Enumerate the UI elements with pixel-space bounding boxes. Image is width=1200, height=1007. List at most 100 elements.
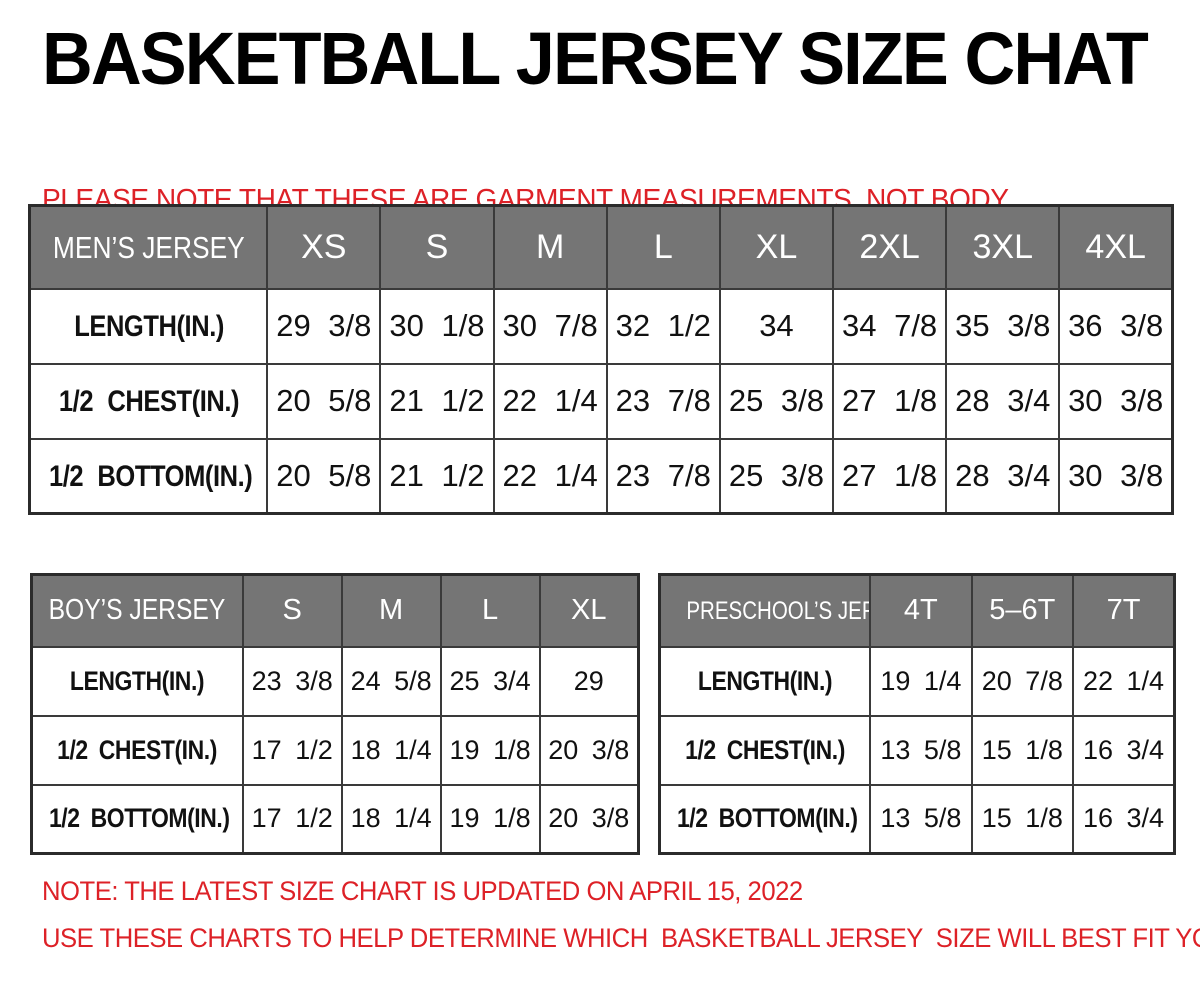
- preschool-size-header-7t: 7T: [1072, 573, 1176, 648]
- boys-length-row: LENGTH(IN.) 23 3/8 24 5/8 25 3/4 29: [30, 645, 640, 717]
- boys-size-header-l: L: [439, 573, 541, 648]
- row-label-cell: 1/2 CHEST(IN.): [658, 714, 872, 786]
- cell: 20 5/8: [266, 362, 382, 440]
- cell: 21 1/2: [379, 437, 495, 515]
- cell: 30 3/8: [1058, 437, 1174, 515]
- cell: 18 1/4: [340, 783, 442, 855]
- row-label: 1/2 BOTTOM(IN.): [48, 803, 230, 834]
- boys-size-header-xl: XL: [538, 573, 640, 648]
- cell: 15 1/8: [970, 714, 1075, 786]
- row-label-cell: 1/2 CHEST(IN.): [28, 362, 269, 440]
- mens-jersey-table: MEN’S JERSEY XS S M L XL 2XL 3XL 4XL LEN…: [28, 204, 1174, 515]
- cell: 17 1/2: [241, 783, 343, 855]
- cell: 25 3/8: [718, 437, 835, 515]
- row-label: 1/2 BOTTOM(IN.): [676, 803, 858, 834]
- boys-table-title: BOY’S JERSEY: [48, 594, 226, 627]
- cell: 13 5/8: [869, 783, 973, 855]
- page-title: BASKETBALL JERSEY SIZE CHAT: [42, 17, 1149, 100]
- cell: 32 1/2: [605, 287, 721, 365]
- cell: 20 7/8: [970, 645, 1075, 717]
- preschools-jersey-table: PRESCHOOL’S JERSEY 4T 5–6T 7T LENGTH(IN.…: [658, 573, 1176, 855]
- boys-header-row: BOY’S JERSEY S M L XL: [30, 573, 640, 648]
- cell: 27 1/8: [832, 362, 948, 440]
- cell: 28 3/4: [945, 437, 1061, 515]
- preschool-bottom-row: 1/2 BOTTOM(IN.) 13 5/8 15 1/8 16 3/4: [658, 783, 1176, 855]
- row-label: LENGTH(IN.): [697, 665, 833, 696]
- cell: 16 3/4: [1072, 783, 1176, 855]
- row-label: LENGTH(IN.): [70, 665, 205, 696]
- row-label-cell: LENGTH(IN.): [658, 645, 872, 717]
- preschool-table-title: PRESCHOOL’S JERSEY: [686, 597, 868, 626]
- mens-header-row: MEN’S JERSEY XS S M L XL 2XL 3XL 4XL: [28, 204, 1174, 290]
- mens-bottom-row: 1/2 BOTTOM(IN.) 20 5/8 21 1/2 22 1/4 23 …: [28, 437, 1174, 515]
- row-label-cell: 1/2 CHEST(IN.): [30, 714, 244, 786]
- mens-size-header-2xl: 2XL: [832, 204, 948, 290]
- mens-table-title-cell: MEN’S JERSEY: [28, 204, 269, 290]
- row-label: LENGTH(IN.): [73, 310, 224, 343]
- cell: 29 3/8: [266, 287, 382, 365]
- cell: 22 1/4: [492, 362, 608, 440]
- cell: 22 1/4: [1072, 645, 1176, 717]
- mens-size-header-xl: XL: [718, 204, 835, 290]
- cell: 20 3/8: [538, 714, 640, 786]
- cell: 30 7/8: [492, 287, 608, 365]
- mens-table-title: MEN’S JERSEY: [52, 229, 245, 265]
- cell: 16 3/4: [1072, 714, 1176, 786]
- mens-size-header-4xl: 4XL: [1058, 204, 1174, 290]
- boys-jersey-table: BOY’S JERSEY S M L XL LENGTH(IN.) 23 3/8…: [30, 573, 640, 855]
- cell: 23 7/8: [605, 362, 721, 440]
- mens-size-header-s: S: [379, 204, 495, 290]
- preschool-size-header-5-6t: 5–6T: [970, 573, 1075, 648]
- preschool-length-row: LENGTH(IN.) 19 1/4 20 7/8 22 1/4: [658, 645, 1176, 717]
- preschool-table-title-cell: PRESCHOOL’S JERSEY: [658, 573, 872, 648]
- cell: 23 7/8: [605, 437, 721, 515]
- boys-chest-row: 1/2 CHEST(IN.) 17 1/2 18 1/4 19 1/8 20 3…: [30, 714, 640, 786]
- cell: 34 7/8: [832, 287, 948, 365]
- cell: 19 1/8: [439, 714, 541, 786]
- cell: 17 1/2: [241, 714, 343, 786]
- cell: 25 3/8: [718, 362, 835, 440]
- cell: 36 3/8: [1058, 287, 1174, 365]
- cell: 34: [718, 287, 835, 365]
- cell: 27 1/8: [832, 437, 948, 515]
- row-label-cell: LENGTH(IN.): [28, 287, 269, 365]
- boys-bottom-row: 1/2 BOTTOM(IN.) 17 1/2 18 1/4 19 1/8 20 …: [30, 783, 640, 855]
- cell: 30 1/8: [379, 287, 495, 365]
- preschool-size-header-4t: 4T: [869, 573, 973, 648]
- row-label: 1/2 CHEST(IN.): [58, 385, 239, 418]
- cell: 35 3/8: [945, 287, 1061, 365]
- cell: 30 3/8: [1058, 362, 1174, 440]
- cell: 29: [538, 645, 640, 717]
- cell: 22 1/4: [492, 437, 608, 515]
- cell: 24 5/8: [340, 645, 442, 717]
- mens-chest-row: 1/2 CHEST(IN.) 20 5/8 21 1/2 22 1/4 23 7…: [28, 362, 1174, 440]
- row-label: 1/2 CHEST(IN.): [685, 734, 845, 765]
- mens-size-header-l: L: [605, 204, 721, 290]
- mens-size-header-xs: XS: [266, 204, 382, 290]
- preschool-chest-row: 1/2 CHEST(IN.) 13 5/8 15 1/8 16 3/4: [658, 714, 1176, 786]
- row-label-cell: LENGTH(IN.): [30, 645, 244, 717]
- cell: 25 3/4: [439, 645, 541, 717]
- cell: 23 3/8: [241, 645, 343, 717]
- cell: 19 1/8: [439, 783, 541, 855]
- row-label: 1/2 BOTTOM(IN.): [48, 459, 253, 493]
- boys-table-title-cell: BOY’S JERSEY: [30, 573, 244, 648]
- cell: 20 3/8: [538, 783, 640, 855]
- usage-note: USE THESE CHARTS TO HELP DETERMINE WHICH…: [42, 923, 1200, 953]
- boys-size-header-s: S: [241, 573, 343, 648]
- row-label-cell: 1/2 BOTTOM(IN.): [28, 437, 269, 515]
- cell: 18 1/4: [340, 714, 442, 786]
- row-label: 1/2 CHEST(IN.): [57, 734, 218, 765]
- cell: 20 5/8: [266, 437, 382, 515]
- mens-length-row: LENGTH(IN.) 29 3/8 30 1/8 30 7/8 32 1/2 …: [28, 287, 1174, 365]
- row-label-cell: 1/2 BOTTOM(IN.): [658, 783, 872, 855]
- update-note: NOTE: THE LATEST SIZE CHART IS UPDATED O…: [42, 876, 803, 906]
- cell: 19 1/4: [869, 645, 973, 717]
- footer-notes: NOTE: THE LATEST SIZE CHART IS UPDATED O…: [42, 878, 1200, 952]
- preschool-header-row: PRESCHOOL’S JERSEY 4T 5–6T 7T: [658, 573, 1176, 648]
- cell: 13 5/8: [869, 714, 973, 786]
- boys-size-header-m: M: [340, 573, 442, 648]
- row-label-cell: 1/2 BOTTOM(IN.): [30, 783, 244, 855]
- cell: 21 1/2: [379, 362, 495, 440]
